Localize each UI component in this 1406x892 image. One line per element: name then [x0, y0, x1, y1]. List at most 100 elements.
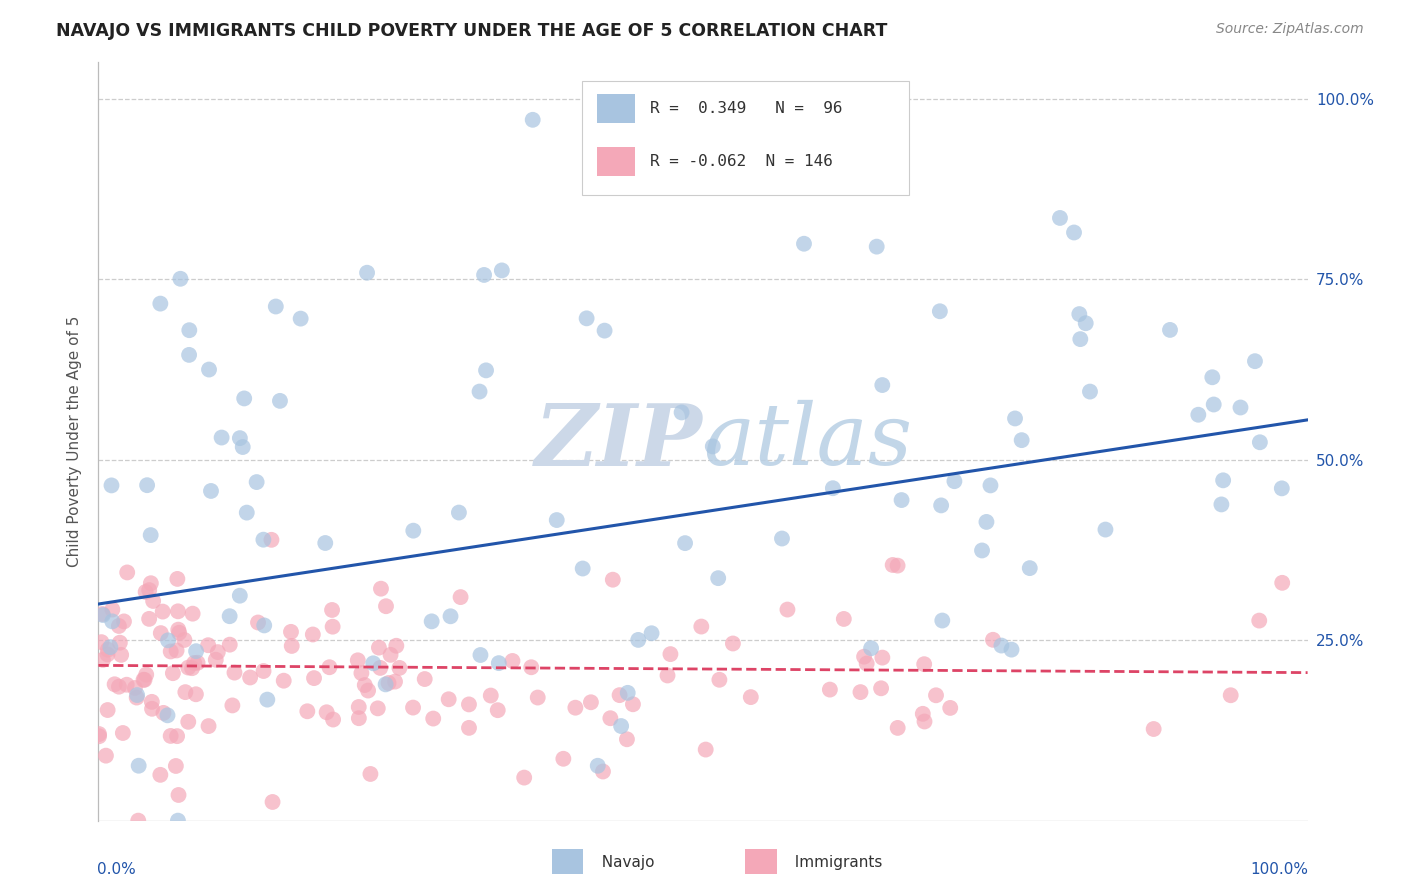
Point [167, 604, 190, 618]
Point [377, 676, 399, 690]
Point [321, 603, 343, 617]
Point [564, 700, 586, 714]
Text: 100.0%: 100.0% [1251, 863, 1309, 878]
Point [914, 714, 936, 729]
Point [187, 656, 209, 670]
Point [1271, 575, 1294, 590]
Point [931, 614, 953, 628]
Text: Immigrants: Immigrants [785, 855, 883, 870]
Point [97, 703, 120, 717]
Point [314, 536, 336, 550]
Point [979, 478, 1001, 492]
Point [179, 323, 201, 337]
Point [167, 814, 190, 828]
Point [361, 657, 384, 671]
Point [1244, 354, 1267, 368]
Point [169, 272, 191, 286]
Point [929, 499, 952, 513]
Point [252, 664, 274, 678]
Point [740, 690, 762, 705]
Point [166, 729, 188, 743]
Point [181, 661, 204, 675]
Point [970, 543, 993, 558]
Point [475, 363, 498, 377]
Point [1078, 384, 1101, 399]
Point [264, 300, 287, 314]
Point [218, 638, 240, 652]
Y-axis label: Child Poverty Under the Age of 5: Child Poverty Under the Age of 5 [66, 316, 82, 567]
Point [793, 236, 815, 251]
Point [526, 690, 548, 705]
Point [127, 814, 149, 828]
Bar [551, 849, 583, 874]
Point [353, 678, 375, 692]
Point [1159, 323, 1181, 337]
Point [229, 589, 252, 603]
Point [156, 708, 179, 723]
Point [1069, 332, 1091, 346]
Point [152, 706, 174, 720]
Point [87, 727, 110, 741]
Point [690, 619, 713, 633]
Point [486, 703, 509, 717]
Point [671, 405, 693, 419]
Point [183, 656, 205, 670]
Point [138, 583, 160, 598]
Point [253, 618, 276, 632]
Point [166, 572, 188, 586]
Point [91, 607, 114, 622]
Point [579, 695, 602, 709]
Point [100, 478, 122, 492]
Point [912, 657, 935, 672]
Point [350, 666, 373, 681]
Point [218, 609, 240, 624]
Point [174, 685, 197, 699]
Point [673, 536, 696, 550]
Point [139, 528, 162, 542]
Point [94, 748, 117, 763]
Point [1187, 408, 1209, 422]
Point [256, 692, 278, 706]
Point [385, 639, 408, 653]
Point [166, 643, 188, 657]
Point [640, 626, 662, 640]
Point [911, 706, 934, 721]
Point [872, 650, 894, 665]
Point [115, 566, 138, 580]
Point [928, 304, 950, 318]
Point [128, 758, 150, 772]
Point [356, 266, 378, 280]
Point [347, 711, 370, 725]
Point [347, 700, 370, 714]
Point [110, 648, 132, 662]
Point [1212, 473, 1234, 487]
Point [437, 692, 460, 706]
Point [101, 615, 124, 629]
Point [866, 240, 889, 254]
Point [91, 607, 114, 621]
Point [91, 653, 114, 667]
Point [162, 666, 184, 681]
Point [1219, 688, 1241, 702]
Point [211, 431, 233, 445]
Point [139, 576, 162, 591]
Text: atlas: atlas [703, 401, 912, 483]
Text: 0.0%: 0.0% [97, 863, 136, 878]
Point [599, 711, 621, 725]
Point [479, 689, 502, 703]
Point [1143, 722, 1166, 736]
Point [943, 474, 966, 488]
Point [167, 788, 190, 802]
Point [359, 767, 381, 781]
Point [981, 632, 1004, 647]
Point [100, 640, 122, 654]
Point [367, 701, 389, 715]
Text: R =  0.349   N =  96: R = 0.349 N = 96 [650, 101, 842, 116]
Point [124, 681, 146, 695]
Point [707, 571, 730, 585]
Point [318, 660, 340, 674]
Point [141, 695, 163, 709]
Point [229, 431, 252, 445]
Point [167, 625, 190, 640]
Bar [596, 95, 636, 123]
